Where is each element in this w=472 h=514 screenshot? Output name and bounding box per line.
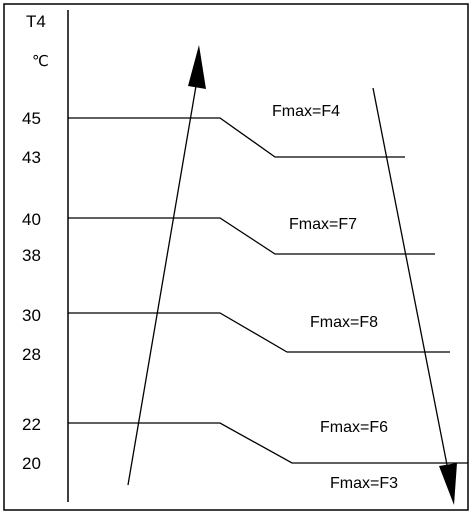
zone-label-f6: Fmax=F6 [320, 419, 388, 436]
threshold-line-40-38 [68, 217, 435, 255]
tick-label: 40 [22, 210, 41, 229]
axis-unit: ℃ [32, 53, 49, 70]
tick-label: 45 [22, 109, 41, 128]
arrow-up-icon [127, 45, 206, 486]
threshold-line-22-20 [68, 422, 468, 464]
threshold-line-30-28 [68, 312, 450, 353]
threshold-line-45-43 [68, 117, 405, 158]
tick-label: 30 [22, 306, 41, 325]
axis-title: T4 [26, 12, 46, 31]
zone-label-f3: Fmax=F3 [330, 475, 398, 492]
arrow-down-icon [372, 87, 457, 505]
zone-label-f8: Fmax=F8 [310, 314, 378, 331]
zone-label-f7: Fmax=F7 [289, 216, 357, 233]
tick-label: 38 [22, 246, 41, 265]
diagram-border [3, 3, 469, 511]
zone-label-f4: Fmax=F4 [272, 103, 340, 120]
tick-label: 28 [22, 345, 41, 364]
tick-label: 20 [22, 454, 41, 473]
tick-label: 22 [22, 415, 41, 434]
tick-label: 43 [22, 148, 41, 167]
